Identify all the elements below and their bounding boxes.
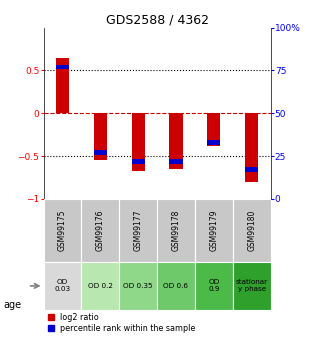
- Text: GSM99176: GSM99176: [96, 209, 105, 251]
- Text: GSM99180: GSM99180: [247, 209, 256, 251]
- Text: age: age: [3, 300, 21, 310]
- Bar: [94, 113, 107, 160]
- Bar: [56, 65, 69, 69]
- Bar: [207, 113, 220, 146]
- Bar: [207, 140, 220, 145]
- Bar: [157, 199, 195, 262]
- Bar: [81, 262, 119, 310]
- Bar: [233, 199, 271, 262]
- Text: GSM99179: GSM99179: [209, 209, 218, 251]
- Title: GDS2588 / 4362: GDS2588 / 4362: [105, 13, 209, 27]
- Bar: [195, 199, 233, 262]
- Bar: [119, 262, 157, 310]
- Bar: [245, 113, 258, 182]
- Bar: [157, 262, 195, 310]
- Bar: [195, 262, 233, 310]
- Bar: [132, 159, 145, 164]
- Text: GSM99177: GSM99177: [134, 209, 143, 251]
- Text: stationar
y phase: stationar y phase: [236, 279, 268, 293]
- Text: GSM99175: GSM99175: [58, 209, 67, 251]
- Legend: log2 ratio, percentile rank within the sample: log2 ratio, percentile rank within the s…: [48, 313, 196, 333]
- Bar: [44, 262, 81, 310]
- Text: OD
0.9: OD 0.9: [208, 279, 220, 293]
- Bar: [245, 167, 258, 172]
- Bar: [233, 262, 271, 310]
- Text: GSM99178: GSM99178: [171, 209, 180, 251]
- Text: OD 0.35: OD 0.35: [123, 283, 153, 289]
- Text: OD
0.03: OD 0.03: [54, 279, 71, 293]
- Bar: [94, 150, 107, 155]
- Bar: [44, 199, 81, 262]
- Text: OD 0.6: OD 0.6: [164, 283, 188, 289]
- Bar: [81, 199, 119, 262]
- Bar: [169, 159, 183, 164]
- Bar: [119, 199, 157, 262]
- Text: OD 0.2: OD 0.2: [88, 283, 113, 289]
- Bar: [169, 113, 183, 169]
- Bar: [132, 113, 145, 171]
- Bar: [56, 58, 69, 113]
